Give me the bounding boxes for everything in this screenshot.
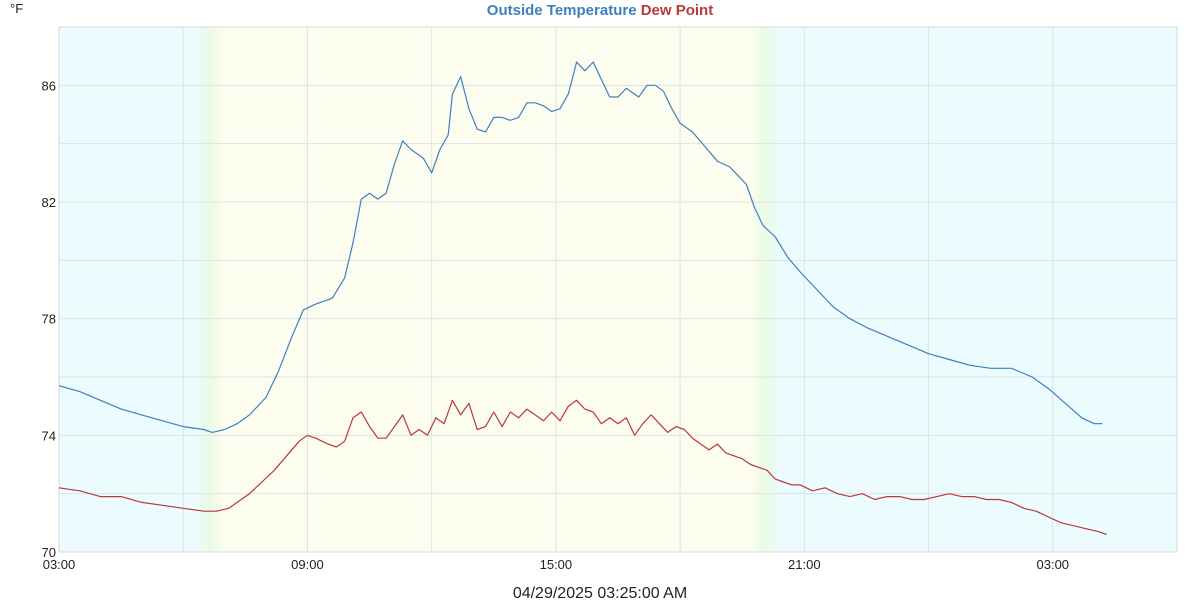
background-bands (59, 27, 1177, 552)
x-tick-label: 21:00 (788, 557, 821, 572)
plot-background (59, 27, 1177, 552)
x-tick-label: 15:00 (540, 557, 573, 572)
y-tick-label: 74 (42, 428, 56, 443)
y-axis-unit-label: °F (10, 1, 23, 16)
title-part-outside-temperature: Outside Temperature (487, 2, 637, 19)
y-tick-label: 70 (42, 545, 56, 560)
timestamp-footer: 04/29/2025 03:25:00 AM (513, 585, 687, 600)
title-part-dew-point: Dew Point (637, 2, 714, 19)
y-tick-label: 78 (42, 312, 56, 327)
y-tick-label: 86 (42, 78, 56, 93)
axes: 70 74 78 82 86 03:00 09:00 15:00 21:00 03:00 (42, 78, 1070, 572)
y-tick-label: 82 (42, 195, 56, 210)
series-line-dew-point (58, 399, 1107, 536)
series-line-outside-temperature (58, 61, 1103, 433)
series-layer (58, 61, 1107, 536)
grid (58, 26, 1178, 553)
x-tick-label: 03:00 (1037, 557, 1070, 572)
x-tick-label: 09:00 (291, 557, 324, 572)
plot-frame (58, 26, 1178, 553)
x-tick-label: 03:00 (43, 557, 76, 572)
chart-title: Outside Temperature Dew Point (487, 2, 713, 19)
